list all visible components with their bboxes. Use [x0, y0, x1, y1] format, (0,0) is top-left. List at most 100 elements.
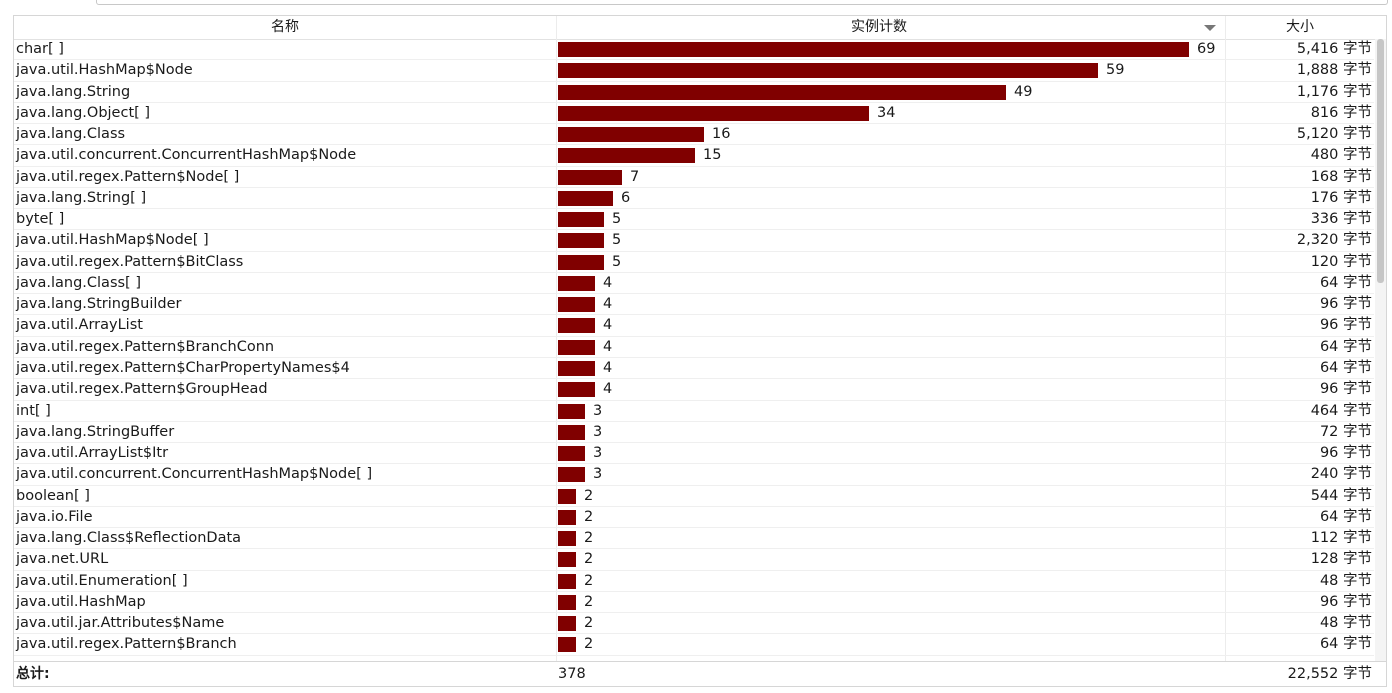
instance-count-bar — [558, 616, 576, 632]
heap-histogram-table: 名称 实例计数 大小 char[ ] 69 5,416 字节 java.util.Ha… — [13, 15, 1387, 687]
table-row[interactable]: java.lang.Object[ ] 34 816 字节 — [14, 103, 1374, 125]
table-row[interactable]: boolean[ ] 2 544 字节 — [14, 486, 1374, 507]
instance-count: 2 — [584, 615, 594, 632]
table-row[interactable]: java.lang.Class 16 5,120 字节 — [14, 124, 1374, 146]
instance-count-bar — [558, 488, 576, 504]
instance-count: 5 — [612, 211, 622, 228]
instance-count-bar — [558, 573, 576, 589]
class-name: java.util.concurrent.ConcurrentHashMap$N… — [16, 147, 357, 164]
size-value: 176 字节 — [1310, 189, 1372, 206]
table-row[interactable]: java.util.concurrent.ConcurrentHashMap$N… — [14, 464, 1374, 486]
column-header-size[interactable]: 大小 — [1286, 19, 1314, 35]
table-row[interactable]: java.util.HashMap 2 96 字节 — [14, 592, 1374, 614]
total-size: 22,552 字节 — [1287, 666, 1372, 682]
instance-count-bar — [558, 63, 1098, 79]
table-row[interactable]: java.util.HashMap$Node[ ] 5 2,320 字节 — [14, 230, 1374, 252]
table-row[interactable]: java.util.jar.Attributes$Name 2 48 字节 — [14, 613, 1374, 635]
table-body: char[ ] 69 5,416 字节 java.util.HashMap$Node 5… — [14, 39, 1374, 661]
table-row[interactable]: java.net.URL 2 128 字节 — [14, 549, 1374, 571]
table-row[interactable]: java.lang.String[ ] 6 176 字节 — [14, 188, 1374, 210]
size-value: 544 字节 — [1310, 487, 1372, 504]
instance-count-bar — [558, 105, 869, 121]
class-name: byte[ ] — [16, 211, 65, 228]
size-value: 96 字节 — [1319, 317, 1372, 334]
table-row[interactable]: java.util.regex.Pattern$Branch 2 64 字节 — [14, 634, 1374, 656]
instance-count-bar — [558, 552, 576, 568]
instance-count-bar — [558, 531, 576, 547]
size-value: 96 字节 — [1319, 381, 1372, 398]
instance-count: 2 — [584, 636, 594, 653]
class-name: java.util.HashMap$Node[ ] — [16, 232, 209, 249]
table-row[interactable]: java.io.File 2 64 字节 — [14, 507, 1374, 529]
total-label: 总计: — [16, 666, 50, 682]
table-row[interactable]: java.lang.Class$ReflectionData 2 112 字节 — [14, 528, 1374, 550]
table-row[interactable]: java.util.HashMap$Node 59 1,888 字节 — [14, 60, 1374, 82]
size-value: 120 字节 — [1310, 253, 1372, 270]
table-row[interactable]: byte[ ] 5 336 字节 — [14, 209, 1374, 231]
column-header-count[interactable]: 实例计数 — [851, 19, 907, 35]
class-name: java.util.jar.Attributes$Name — [16, 615, 225, 632]
class-name: java.lang.String[ ] — [16, 189, 147, 206]
size-value: 64 字节 — [1319, 508, 1372, 525]
column-divider — [556, 16, 557, 661]
class-name: java.util.ArrayList$Itr — [16, 445, 169, 462]
table-row[interactable]: char[ ] 69 5,416 字节 — [14, 39, 1374, 61]
class-name: java.lang.Class$ReflectionData — [16, 530, 242, 547]
class-name: java.util.regex.Pattern$CharPropertyName… — [16, 359, 350, 376]
instance-count-bar — [558, 339, 595, 355]
instance-count-bar — [558, 382, 595, 398]
vertical-scrollbar[interactable] — [1375, 39, 1386, 661]
size-value: 2,320 字节 — [1296, 232, 1372, 249]
table-row[interactable]: java.util.Enumeration[ ] 2 48 字节 — [14, 571, 1374, 592]
size-value: 240 字节 — [1310, 466, 1372, 483]
table-row[interactable]: java.lang.Class[ ] 4 64 字节 — [14, 273, 1374, 295]
instance-count-bar — [558, 446, 585, 462]
table-footer: 总计: 378 22,552 字节 — [14, 661, 1386, 686]
class-name: java.lang.StringBuilder — [16, 296, 182, 313]
scrollbar-thumb[interactable] — [1377, 39, 1384, 283]
instance-count-bar — [558, 297, 595, 313]
instance-count: 16 — [712, 126, 731, 143]
size-value: 96 字节 — [1319, 445, 1372, 462]
table-row[interactable]: java.lang.String 49 1,176 字节 — [14, 82, 1374, 103]
class-name: java.util.HashMap — [16, 593, 146, 610]
table-row[interactable]: java.util.concurrent.ConcurrentHashMap$N… — [14, 145, 1374, 167]
chevron-down-icon[interactable] — [1204, 25, 1216, 31]
instance-count-bar — [558, 190, 613, 206]
size-value: 64 字节 — [1319, 338, 1372, 355]
size-value: 64 字节 — [1319, 636, 1372, 653]
size-value: 48 字节 — [1319, 615, 1372, 632]
table-header: 名称 实例计数 大小 — [14, 16, 1386, 40]
instance-count-bar — [558, 318, 595, 334]
class-name: java.util.ArrayList — [16, 317, 143, 334]
size-value: 336 字节 — [1310, 211, 1372, 228]
instance-count: 2 — [584, 593, 594, 610]
table-row[interactable]: int[ ] 3 464 字节 — [14, 401, 1374, 422]
table-row[interactable]: java.util.regex.Pattern$GroupHead 4 96 字节 — [14, 379, 1374, 401]
instance-count-bar — [558, 275, 595, 291]
instance-count: 4 — [603, 274, 613, 291]
instance-count-bar — [558, 169, 622, 185]
instance-count: 4 — [603, 338, 613, 355]
instance-count-bar — [558, 424, 585, 440]
table-row[interactable]: java.lang.StringBuffer 3 72 字节 — [14, 422, 1374, 444]
size-value: 48 字节 — [1319, 572, 1372, 589]
table-row[interactable]: java.util.ArrayList 4 96 字节 — [14, 315, 1374, 337]
table-row[interactable]: java.util.ArrayList$Itr 3 96 字节 — [14, 443, 1374, 465]
size-value: 72 字节 — [1319, 423, 1372, 440]
column-header-name[interactable]: 名称 — [271, 19, 299, 35]
class-name: java.net.URL — [16, 551, 109, 568]
class-name: java.util.regex.Pattern$GroupHead — [16, 381, 268, 398]
table-row[interactable]: java.util.regex.Pattern$BitClass 5 120 字节 — [14, 252, 1374, 273]
table-row[interactable]: java.util.regex.Pattern$Node[ ] 7 168 字节 — [14, 167, 1374, 188]
instance-count-bar — [558, 212, 604, 228]
instance-count: 3 — [593, 423, 603, 440]
instance-count: 5 — [612, 253, 622, 270]
instance-count: 59 — [1106, 62, 1125, 79]
instance-count: 4 — [603, 317, 613, 334]
table-row[interactable]: java.lang.StringBuilder 4 96 字节 — [14, 294, 1374, 316]
table-row[interactable]: java.util.regex.Pattern$BranchConn 4 64 字节 — [14, 337, 1374, 358]
table-row[interactable]: java.util.regex.Pattern$CharPropertyName… — [14, 358, 1374, 380]
size-value: 816 字节 — [1310, 104, 1372, 121]
class-name: int[ ] — [16, 402, 51, 419]
